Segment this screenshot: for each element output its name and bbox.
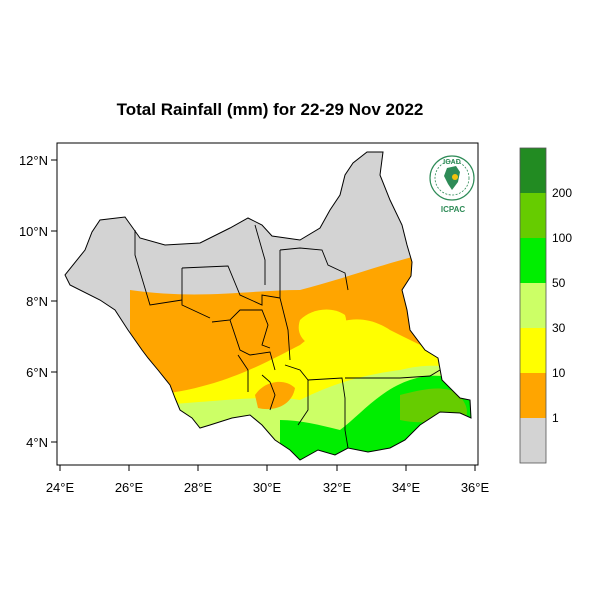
colorbar-swatch <box>520 238 546 283</box>
x-tick-label: 26°E <box>115 480 144 495</box>
colorbar-swatch <box>520 418 546 463</box>
x-tick-label: 24°E <box>46 480 75 495</box>
colorbar-label: 50 <box>552 276 566 290</box>
colorbar <box>519 147 547 464</box>
logo-top-text: IGAD <box>443 159 461 166</box>
colorbar-swatch <box>520 373 546 418</box>
rain-10-30-patch <box>298 309 347 348</box>
colorbar-swatch <box>520 148 546 193</box>
x-tick-marks <box>59 465 476 471</box>
rainfall-field <box>65 152 471 460</box>
colorbar-swatch <box>520 193 546 238</box>
country-outline <box>64 151 472 461</box>
igad-icpac-logo: IGAD ICPAC <box>429 155 475 214</box>
y-tick-label: 12°N <box>19 153 48 168</box>
y-tick-label: 4°N <box>26 435 48 450</box>
colorbar-frame <box>519 147 547 464</box>
colorbar-label: 30 <box>552 321 566 335</box>
x-tick-label: 34°E <box>392 480 421 495</box>
colorbar-label: 200 <box>552 186 572 200</box>
map-title: Total Rainfall (mm) for 22-29 Nov 2022 <box>116 100 424 119</box>
colorbar-label: 100 <box>552 231 572 245</box>
colorbar-label: 10 <box>552 366 566 380</box>
colorbar-swatch <box>520 283 546 328</box>
x-tick-label: 30°E <box>253 480 282 495</box>
logo-bottom-text: ICPAC <box>441 205 466 214</box>
y-tick-label: 10°N <box>19 224 48 239</box>
y-tick-label: 8°N <box>26 294 48 309</box>
y-tick-label: 6°N <box>26 365 48 380</box>
colorbar-label: 1 <box>552 411 559 425</box>
x-tick-label: 32°E <box>323 480 352 495</box>
x-tick-label: 28°E <box>184 480 213 495</box>
state-boundaries <box>134 224 441 449</box>
y-tick-marks <box>51 159 57 443</box>
rain-100-200-area <box>400 388 467 423</box>
colorbar-swatch <box>520 328 546 373</box>
x-tick-label: 36°E <box>461 480 490 495</box>
